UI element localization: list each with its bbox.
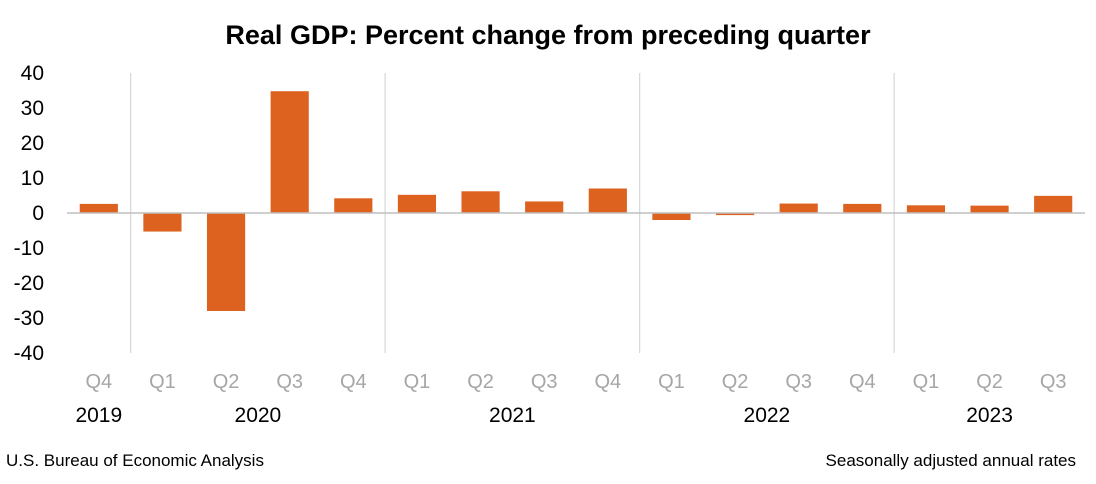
y-tick-label: -40 [14, 342, 44, 365]
x-quarter-label: Q1 [404, 371, 431, 393]
y-tick-label: 0 [32, 202, 44, 225]
x-quarter-label: Q3 [785, 371, 812, 393]
x-quarter-label: Q2 [213, 371, 240, 393]
bar [1034, 195, 1073, 213]
chart-title: Real GDP: Percent change from preceding … [225, 20, 871, 50]
x-quarter-label: Q4 [340, 371, 367, 393]
bar [779, 203, 818, 213]
x-year-label: 2020 [235, 404, 282, 427]
y-tick-label: 40 [21, 62, 44, 85]
bar [525, 201, 564, 213]
x-quarter-label: Q3 [1040, 371, 1067, 393]
x-quarter-label: Q2 [976, 371, 1003, 393]
bar [79, 203, 118, 213]
bar [143, 213, 182, 232]
x-quarter-label: Q3 [276, 371, 303, 393]
bar [906, 205, 946, 213]
y-tick-label: 20 [21, 132, 44, 155]
x-quarter-label: Q3 [531, 371, 558, 393]
x-quarter-label: Q4 [594, 371, 621, 393]
y-tick-label: -30 [14, 307, 44, 330]
bar [588, 188, 627, 213]
bar [397, 194, 437, 213]
bar [270, 91, 309, 213]
y-axis-ticks: 40 30 20 10 0 -10 -20 -30 -40 [14, 62, 44, 365]
x-quarter-label: Q1 [149, 371, 176, 393]
x-year-label: 2022 [744, 404, 791, 427]
x-quarter-label: Q2 [722, 371, 749, 393]
y-tick-label: -10 [14, 237, 44, 260]
y-tick-label: -20 [14, 272, 44, 295]
x-year-label: 2019 [75, 404, 122, 427]
bar [334, 198, 373, 213]
source-note: U.S. Bureau of Economic Analysis [6, 451, 264, 470]
x-quarter-label: Q4 [85, 371, 112, 393]
bars [79, 91, 1073, 311]
bar [715, 213, 755, 216]
bar [652, 213, 691, 220]
x-quarter-label: Q4 [849, 371, 876, 393]
bar [461, 191, 500, 213]
x-quarter-label: Q2 [467, 371, 494, 393]
bar [206, 213, 246, 311]
rate-note: Seasonally adjusted annual rates [825, 451, 1076, 470]
y-tick-label: 10 [21, 167, 44, 190]
x-quarter-label: Q1 [913, 371, 940, 393]
bar [843, 203, 882, 213]
x-axis-quarter-labels: Q4 Q1 Q2 Q3 Q4 Q1 Q2 Q3 Q4 Q1 Q2 Q3 Q4 Q1 Q2 Q3 [85, 371, 1066, 393]
x-year-label: 2021 [489, 404, 536, 427]
bar [970, 205, 1009, 213]
y-tick-label: 30 [21, 97, 44, 120]
x-quarter-label: Q1 [658, 371, 685, 393]
x-axis-year-labels: 2019 2020 2021 2022 2023 [75, 404, 1012, 427]
x-year-label: 2023 [966, 404, 1013, 427]
